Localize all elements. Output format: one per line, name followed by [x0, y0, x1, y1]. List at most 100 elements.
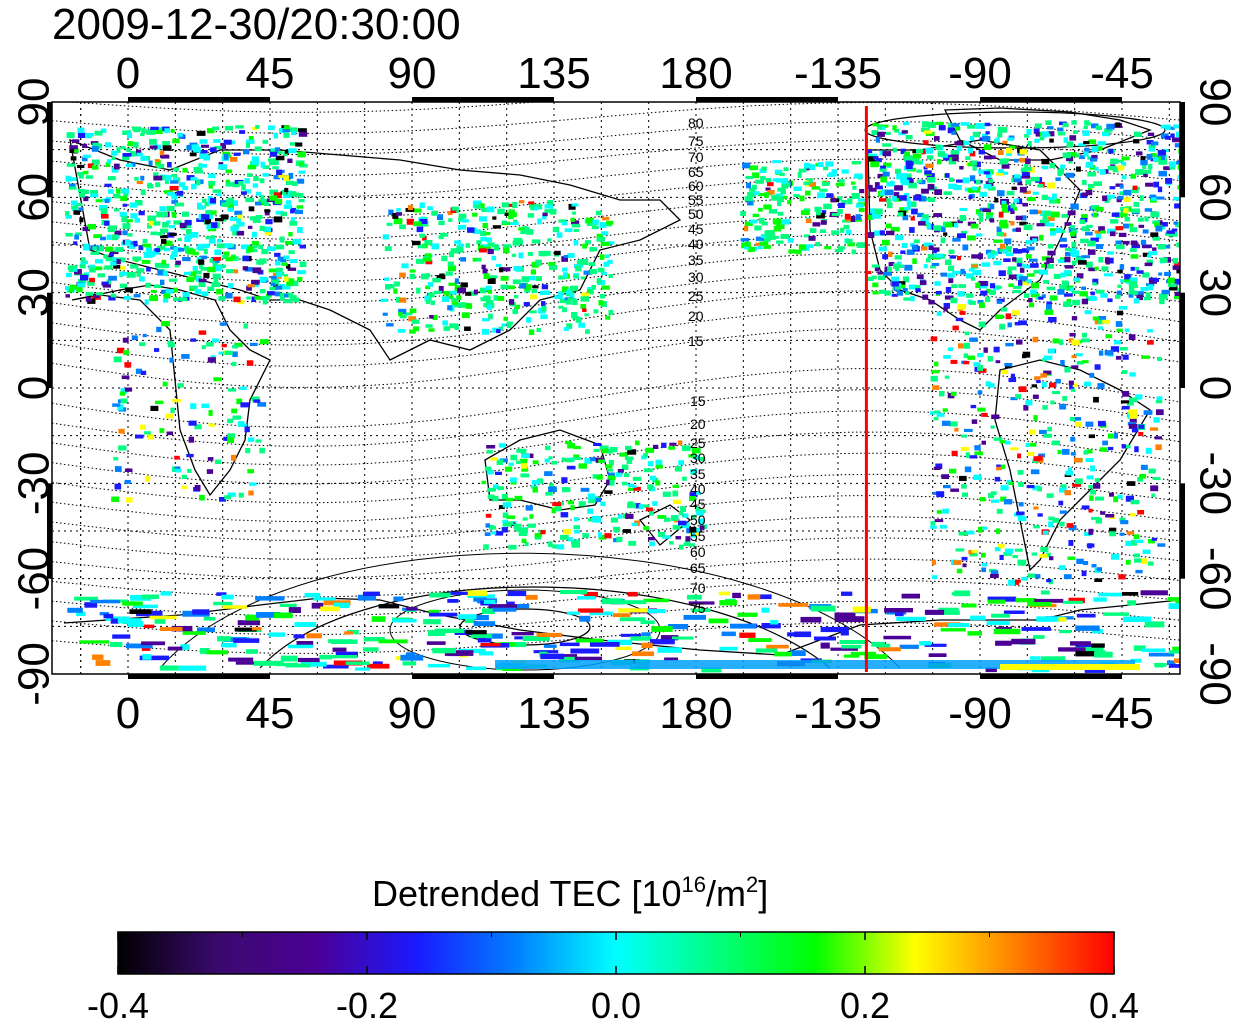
tec-pixel [1172, 137, 1180, 143]
tec-pixel [1071, 120, 1077, 125]
tec-pixel [968, 195, 973, 200]
tec-pixel [749, 187, 756, 192]
tec-pixel [166, 220, 171, 224]
tec-pixel [1158, 272, 1163, 276]
tec-pixel [590, 457, 597, 462]
tec-pixel [68, 186, 77, 190]
tec-pixel [787, 199, 792, 205]
tec-pixel [70, 156, 77, 161]
tec-pixel [443, 326, 451, 331]
tec-pixel [912, 149, 920, 154]
tec-pixel [1144, 208, 1153, 212]
tec-pixel [447, 211, 453, 216]
tec-pixel [1008, 283, 1014, 288]
tec-pixel [1100, 293, 1108, 298]
tec-pixel [173, 297, 180, 302]
tec-pixel [1124, 279, 1130, 283]
tec-pixel [900, 178, 907, 184]
tec-pixel [508, 212, 517, 218]
tec-pixel [732, 592, 741, 599]
tec-pixel [689, 526, 697, 533]
tec-pixel [835, 182, 845, 187]
tec-pixel [1178, 148, 1180, 154]
tec-pixel [1127, 600, 1137, 606]
tec-pixel [182, 631, 206, 635]
tec-pixel [117, 618, 142, 624]
tec-map: 8075706560555045403530252015152025303540… [10, 49, 1240, 738]
tec-pixel [520, 448, 527, 455]
tec-pixel [510, 477, 517, 483]
tec-pixel [962, 563, 967, 568]
tec-pixel [1047, 216, 1055, 221]
tec-pixel [1030, 176, 1040, 182]
tec-pixel [1090, 291, 1095, 296]
tec-pixel [988, 492, 995, 499]
tec-pixel [280, 294, 285, 301]
tec-pixel [157, 269, 163, 276]
tec-pixel [624, 473, 630, 478]
tec-pixel [495, 471, 502, 475]
tec-pixel [1029, 209, 1038, 215]
tec-pixel [877, 124, 883, 130]
tec-pixel [1138, 424, 1145, 429]
colorbar-tick-label: -0.4 [87, 985, 149, 1024]
tec-pixel [840, 227, 845, 233]
tec-pixel [576, 596, 596, 600]
contour-line [52, 158, 1180, 198]
tec-pixel [897, 283, 906, 289]
tec-pixel [1007, 269, 1013, 275]
tec-pixel [1093, 651, 1113, 658]
tec-pixel [966, 235, 976, 241]
tec-pixel [299, 244, 306, 249]
tec-pixel [223, 139, 232, 145]
tec-pixel [468, 291, 477, 296]
tec-pixel [1076, 273, 1084, 279]
tec-pixel [957, 233, 966, 239]
tec-pixel [621, 481, 628, 486]
tec-pixel [921, 149, 926, 155]
tec-pixel [1169, 161, 1176, 168]
tec-pixel [931, 575, 938, 579]
tec-pixel [265, 293, 272, 298]
tec-pixel [124, 387, 133, 392]
tec-pixel [936, 159, 942, 165]
tec-pixel [425, 324, 433, 328]
tec-pixel [969, 337, 978, 342]
tec-pixel [882, 239, 890, 246]
tec-pixel [758, 207, 763, 212]
frame-bar-left [47, 483, 52, 579]
tec-pixel [76, 286, 83, 293]
tec-pixel [511, 632, 534, 636]
tec-pixel [280, 655, 298, 662]
tec-pixel [216, 592, 227, 596]
tec-pixel [1144, 262, 1153, 267]
tec-pixel [841, 645, 862, 649]
tec-pixel [198, 259, 205, 265]
tec-pixel [251, 296, 256, 302]
tec-pixel [579, 259, 589, 265]
tec-pixel [1105, 260, 1110, 265]
tec-pixel [227, 433, 235, 438]
tec-pixel [208, 423, 215, 427]
tec-pixel [1065, 470, 1074, 476]
tec-pixel [1061, 280, 1069, 286]
tec-pixel [1166, 660, 1176, 666]
lon-tick-bottom: 180 [659, 689, 732, 738]
tec-pixel [290, 217, 295, 222]
tec-pixel [755, 179, 764, 184]
tec-pixel [870, 208, 878, 214]
tec-pixel [916, 274, 924, 280]
tec-pixel [443, 290, 450, 296]
tec-pixel [205, 236, 213, 240]
lat-tick-right: -90 [1190, 642, 1239, 706]
tec-pixel [971, 419, 978, 424]
tec-pixel [1019, 149, 1028, 155]
tec-pixel [182, 257, 191, 262]
contour-arc-south [159, 552, 901, 669]
tec-pixel [247, 284, 255, 288]
tec-pixel [193, 166, 202, 172]
tec-pixel [782, 178, 789, 184]
tec-pixel [1095, 244, 1104, 249]
tec-pixel [1048, 521, 1054, 528]
tec-pixel [1148, 652, 1175, 657]
